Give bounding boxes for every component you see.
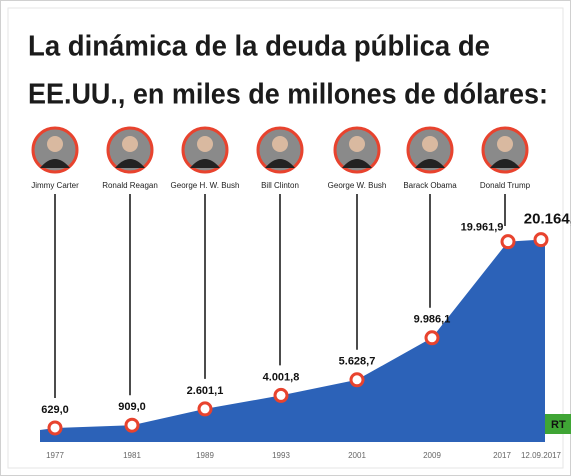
portrait-head [197,136,213,152]
x-tick-label: 1989 [196,451,214,460]
x-tick-label: 1977 [46,451,64,460]
portrait-suit [265,159,295,168]
x-tick-label: 1993 [272,451,290,460]
president-name: George W. Bush [328,181,387,190]
point [349,372,365,388]
portrait-head [272,136,288,152]
portrait-suit [115,159,145,168]
point [500,234,516,250]
president-name: Donald Trump [480,181,531,190]
president-name: Ronald Reagan [102,181,158,190]
point [424,330,440,346]
logo-box [545,414,571,434]
value-label: 909,0 [118,401,146,413]
point [124,417,140,433]
president-name: Bill Clinton [261,181,299,190]
logo: RT [551,419,566,431]
portrait-suit [40,159,70,168]
value-label: 4.001,8 [263,371,300,383]
point [533,232,549,248]
value-label: 9.986,1 [414,314,451,326]
x-tick-label: 2017 [493,451,511,460]
portrait-suit [415,159,445,168]
portrait-head [122,136,138,152]
portrait-head [349,136,365,152]
portrait-head [422,136,438,152]
value-label: 19.961,9 [461,222,504,234]
area [40,239,545,442]
president-name: Jimmy Carter [31,181,79,190]
portrait-suit [342,159,372,168]
chart-title: EE.UU., en miles de millones de dólares: [28,79,548,111]
portrait-head [497,136,513,152]
portrait-suit [190,159,220,168]
x-tick-label: 12.09.2017 [521,451,562,460]
president-name: George H. W. Bush [171,181,240,190]
value-label: 5.628,7 [339,356,376,368]
inner-frame [7,7,564,469]
value-label: 2.601,1 [187,385,224,397]
x-tick-label: 2001 [348,451,366,460]
point [197,401,213,417]
portrait-suit [490,159,520,168]
value-label: 629,0 [41,404,69,416]
x-tick-label: 2009 [423,451,441,460]
x-tick-label: 1981 [123,451,141,460]
point [47,420,63,436]
portrait-head [47,136,63,152]
president-name: Barack Obama [403,181,457,190]
chart-title: La dinámica de la deuda pública de [28,31,490,63]
value-label: 20.164,6 [524,211,571,228]
point [273,387,289,403]
